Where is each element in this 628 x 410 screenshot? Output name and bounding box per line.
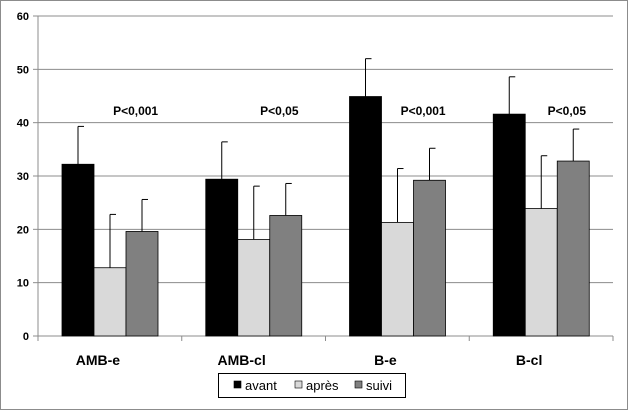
p-value-annotation: P<0,05 [548,104,587,118]
p-value-annotation: P<0,001 [113,104,158,118]
bar-avant-AMB-cl [205,178,239,337]
bar-après-AMB-cl [237,239,271,337]
legend-swatch-suivi [354,380,363,389]
bar-avant-B-cl [492,113,526,337]
y-tick-label: 40 [17,118,29,130]
bar-avant-AMB-e [61,163,95,337]
bar-suivi-B-cl [556,160,590,337]
y-tick-label: 10 [17,278,29,290]
legend-label: après [306,378,339,393]
bar-suivi-AMB-cl [269,215,303,337]
p-value-annotation: P<0,05 [260,104,299,118]
bar-suivi-B-e [413,179,446,337]
legend-swatch-avant [233,380,242,389]
bar-suivi-AMB-e [125,231,159,337]
y-tick-label: 20 [17,224,29,236]
y-tick-label: 50 [17,64,29,76]
legend-box [218,373,406,398]
legend-label: avant [245,378,277,393]
y-tick-label: 0 [23,331,29,343]
bar-après-B-cl [524,208,558,337]
bar-après-B-e [381,221,414,337]
x-tick-label: AMB-cl [218,352,266,368]
y-tick-label: 60 [17,11,29,23]
x-tick-label: B-e [374,352,397,368]
p-value-annotation: P<0,001 [401,104,446,118]
bar-avant-B-e [349,96,382,337]
x-tick-label: AMB-e [76,352,121,368]
y-tick-label: 30 [17,171,29,183]
bar-après-AMB-e [93,267,127,337]
x-tick-label: B-cl [516,352,542,368]
legend-swatch-après [294,380,303,389]
legend-label: suivi [366,378,392,393]
